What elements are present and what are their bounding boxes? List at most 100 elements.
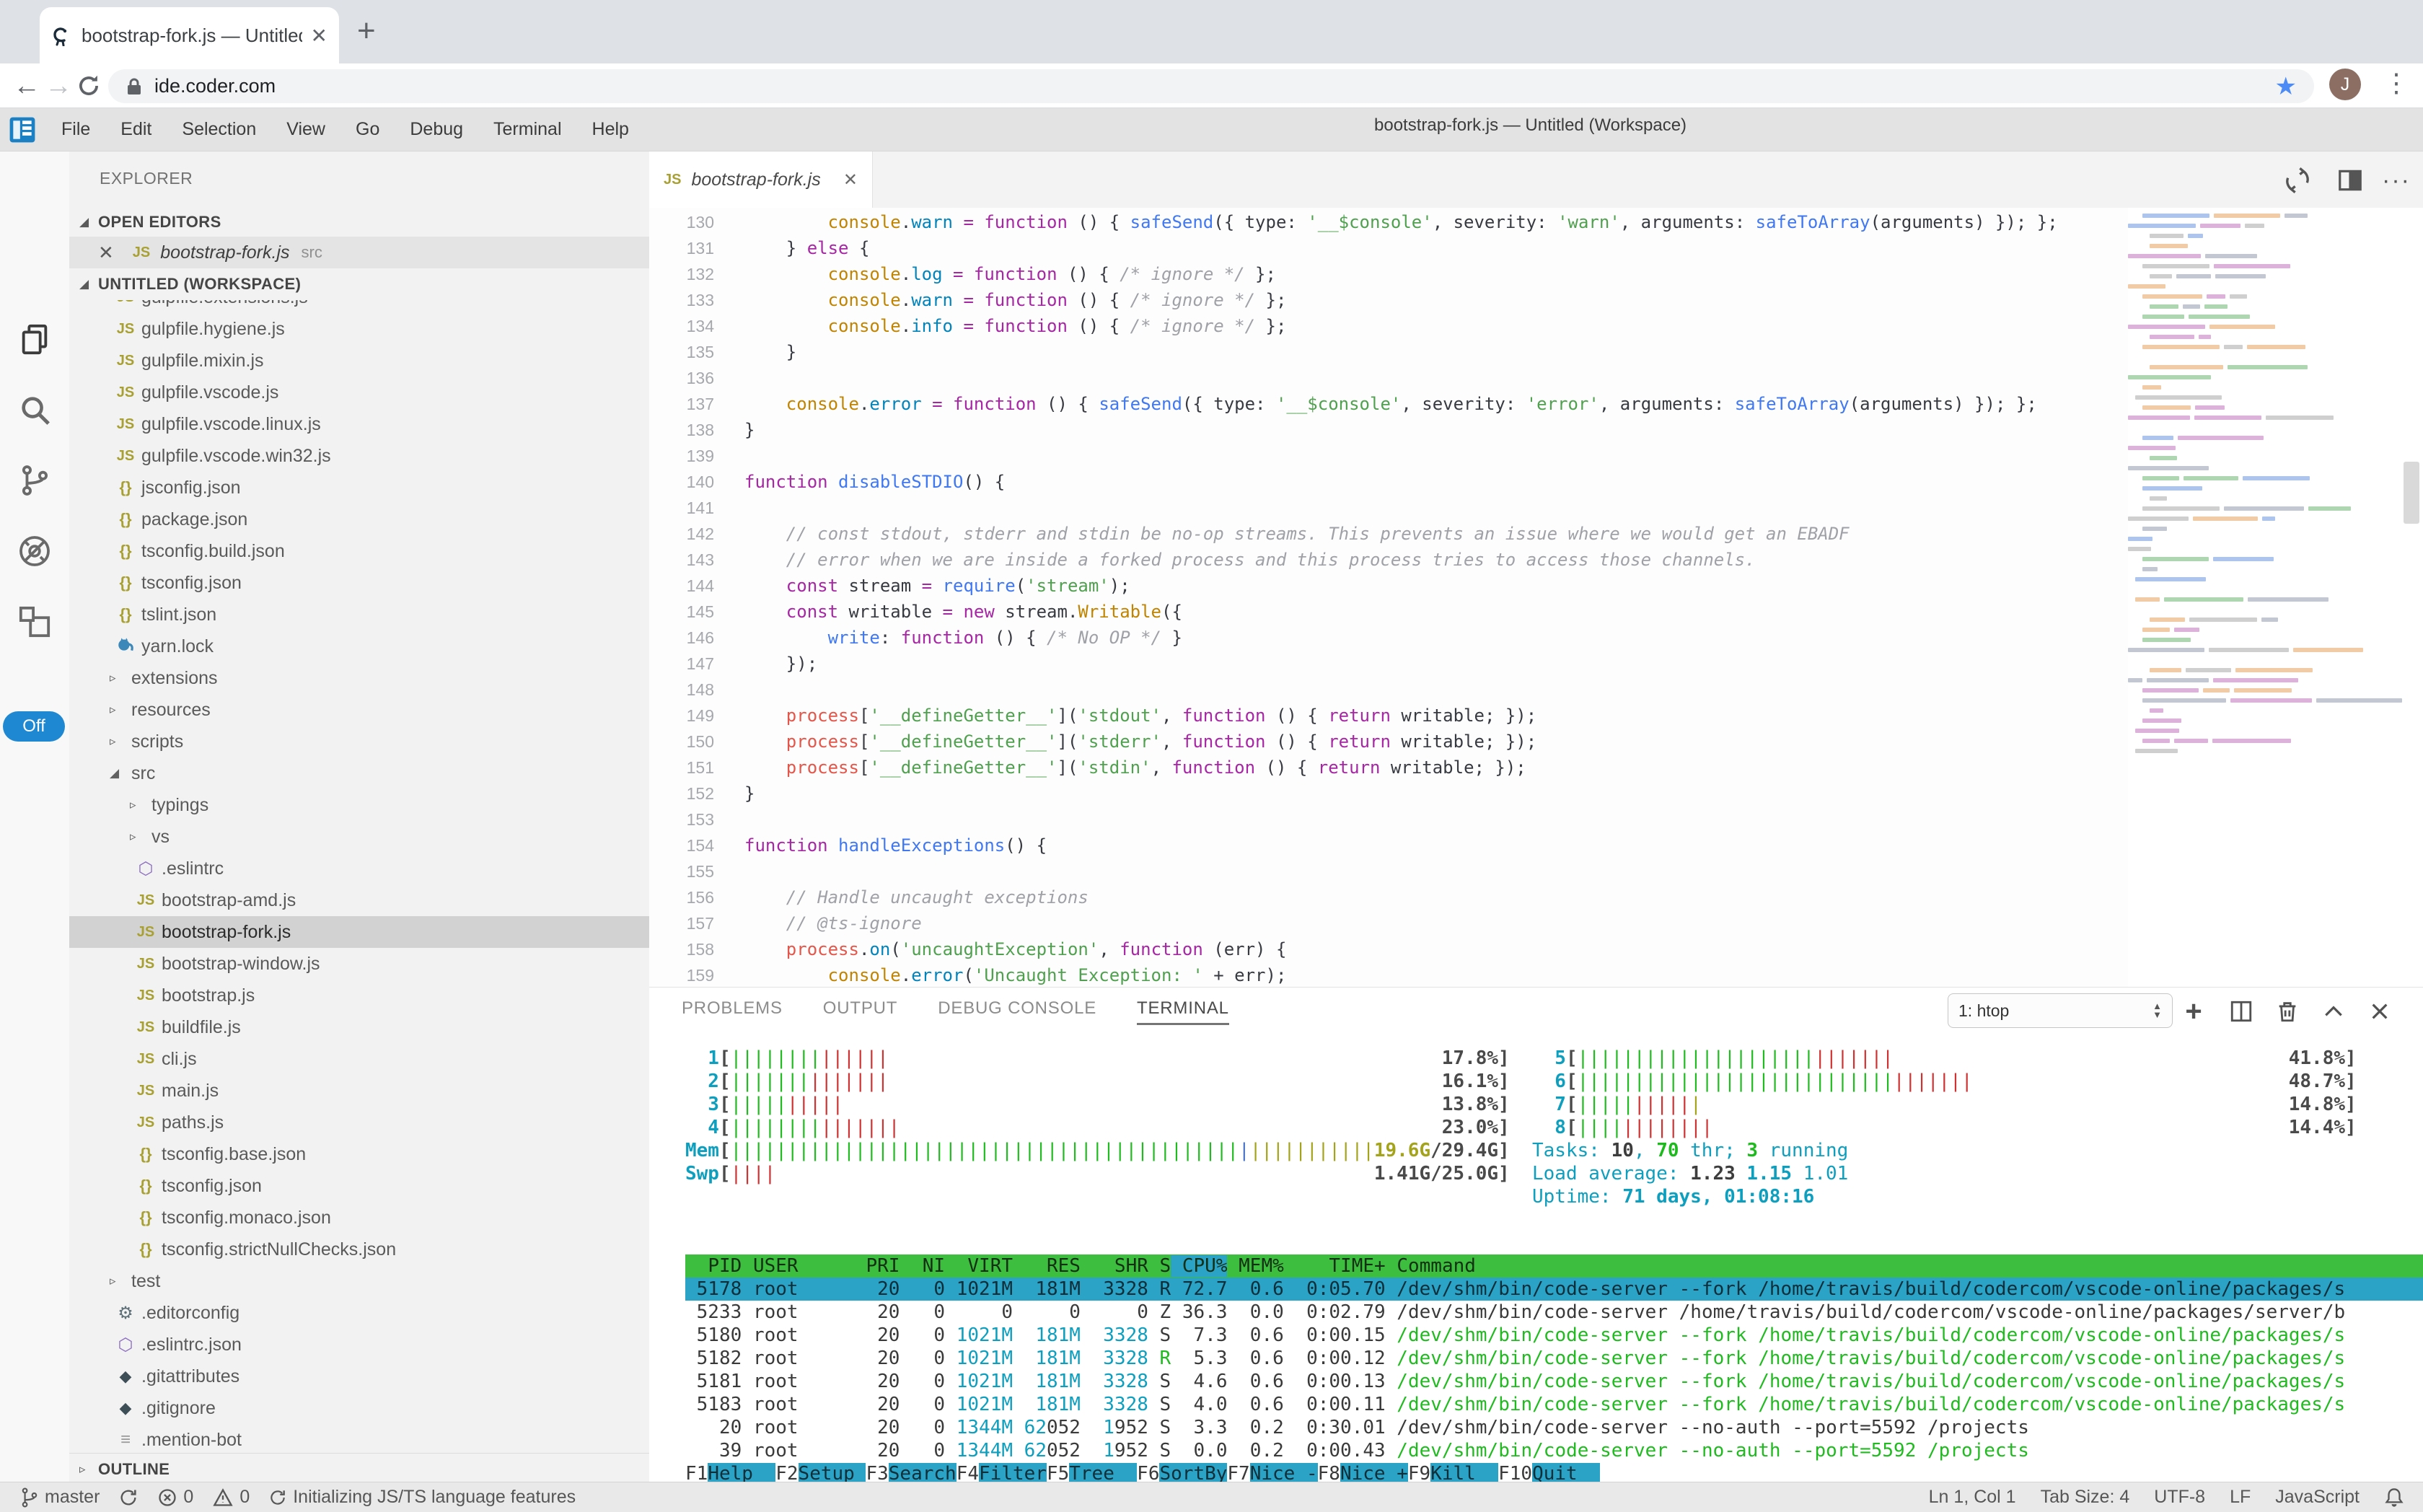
fkey-label[interactable]: F3 bbox=[866, 1463, 889, 1482]
status-language-mode[interactable]: JavaScript bbox=[2275, 1487, 2360, 1507]
fkey-label[interactable]: F10 bbox=[1498, 1463, 1533, 1482]
panel-tab-debug-console[interactable]: DEBUG CONSOLE bbox=[938, 998, 1097, 1018]
tree-item[interactable]: {} jsconfig.json bbox=[69, 472, 649, 504]
tree-item[interactable]: {} tslint.json bbox=[69, 599, 649, 630]
tree-item[interactable]: ≡ .mention-bot bbox=[69, 1424, 649, 1453]
fkey-action[interactable]: Search bbox=[888, 1463, 957, 1482]
workspace-header[interactable]: ◢ UNTITLED (WORKSPACE) bbox=[69, 268, 649, 300]
status-encoding[interactable]: UTF-8 bbox=[2154, 1487, 2206, 1507]
panel-tab-problems[interactable]: PROBLEMS bbox=[682, 998, 783, 1018]
open-editors-header[interactable]: ◢ OPEN EDITORS bbox=[69, 206, 649, 238]
menu-item-terminal[interactable]: Terminal bbox=[493, 119, 562, 139]
tree-item[interactable]: JS gulpfile.vscode.win32.js bbox=[69, 440, 649, 472]
tree-item[interactable]: ◆ .gitignore bbox=[69, 1392, 649, 1424]
fkey-action[interactable]: Quit bbox=[1532, 1463, 1600, 1482]
tree-item[interactable]: {} tsconfig.json bbox=[69, 567, 649, 599]
menu-item-go[interactable]: Go bbox=[356, 119, 380, 139]
tree-item[interactable]: ⬡ .eslintrc.json bbox=[69, 1329, 649, 1361]
debug-icon[interactable] bbox=[16, 532, 53, 570]
more-actions-icon[interactable]: ··· bbox=[2382, 166, 2411, 194]
tab-close-icon[interactable]: ✕ bbox=[310, 24, 327, 47]
browser-menu-icon[interactable]: ⋮ bbox=[2383, 68, 2409, 97]
header-cell-ni[interactable]: NI bbox=[922, 1255, 946, 1277]
tree-item[interactable]: ▹ vs bbox=[69, 821, 649, 853]
fkey-label[interactable]: F4 bbox=[956, 1463, 980, 1482]
header-cell-time[interactable]: TIME+ bbox=[1329, 1255, 1386, 1277]
tree-item[interactable]: JS cli.js bbox=[69, 1043, 649, 1075]
warnings-item[interactable]: 0 bbox=[212, 1487, 250, 1508]
status-tab-size[interactable]: Tab Size: 4 bbox=[2040, 1487, 2130, 1507]
browser-avatar[interactable]: J bbox=[2329, 69, 2361, 100]
editor-tab-close-icon[interactable]: ✕ bbox=[843, 170, 858, 190]
fkey-action[interactable]: Nice + bbox=[1340, 1463, 1408, 1482]
fkey-action[interactable]: Filter bbox=[979, 1463, 1047, 1482]
fkey-action[interactable]: Tree bbox=[1069, 1463, 1138, 1482]
tree-item[interactable]: ⚙ .editorconfig bbox=[69, 1297, 649, 1329]
menu-item-help[interactable]: Help bbox=[592, 119, 629, 139]
tree-item[interactable]: JS bootstrap-window.js bbox=[69, 948, 649, 980]
errors-item[interactable]: 0 bbox=[157, 1487, 193, 1508]
editor-tab[interactable]: JS bootstrap-fork.js ✕ bbox=[649, 151, 873, 208]
header-cell-cmd[interactable]: Command bbox=[1385, 1255, 1476, 1277]
header-cell-res[interactable]: RES bbox=[1046, 1255, 1081, 1277]
tree-item[interactable]: {} package.json bbox=[69, 504, 649, 535]
menu-item-debug[interactable]: Debug bbox=[410, 119, 464, 139]
menu-item-edit[interactable]: Edit bbox=[120, 119, 152, 139]
tree-item[interactable]: JS bootstrap-amd.js bbox=[69, 884, 649, 916]
header-cell-pri[interactable]: PRI bbox=[866, 1255, 900, 1277]
back-icon[interactable]: ← bbox=[13, 71, 40, 101]
minimap[interactable] bbox=[2128, 211, 2402, 766]
url-bar[interactable]: ide.coder.com ★ bbox=[108, 69, 2314, 103]
extensions-icon[interactable] bbox=[16, 603, 53, 641]
bookmark-star-icon[interactable]: ★ bbox=[2274, 72, 2297, 100]
search-icon[interactable] bbox=[16, 391, 53, 428]
fkey-label[interactable]: F6 bbox=[1137, 1463, 1160, 1482]
new-tab-button[interactable]: + bbox=[357, 13, 376, 48]
menu-item-view[interactable]: View bbox=[286, 119, 325, 139]
fkey-action[interactable]: Nice - bbox=[1249, 1463, 1318, 1482]
sync-item[interactable] bbox=[118, 1487, 138, 1508]
tree-item[interactable]: JS bootstrap-fork.js bbox=[69, 916, 649, 948]
tree-item[interactable]: ▹ extensions bbox=[69, 662, 649, 694]
open-editor-item[interactable]: ✕ JS bootstrap-fork.js src bbox=[69, 237, 649, 268]
source-control-icon[interactable] bbox=[16, 462, 53, 499]
fkey-action[interactable]: Kill bbox=[1430, 1463, 1499, 1482]
new-terminal-icon[interactable]: + bbox=[2185, 995, 2202, 1027]
fkey-action[interactable]: SortBy bbox=[1159, 1463, 1228, 1482]
tree-item[interactable]: JS gulpfile.vscode.js bbox=[69, 377, 649, 408]
maximize-panel-icon[interactable] bbox=[2317, 995, 2350, 1028]
tree-item[interactable]: JS paths.js bbox=[69, 1107, 649, 1138]
status-eol[interactable]: LF bbox=[2230, 1487, 2251, 1507]
header-cell-mem[interactable]: MEM% bbox=[1239, 1255, 1284, 1277]
fkey-label[interactable]: F2 bbox=[775, 1463, 799, 1482]
tree-item[interactable]: ▹ test bbox=[69, 1265, 649, 1297]
terminal-content[interactable]: 1[|||||||||||||| 17.8%] 5[|||||||||||||||… bbox=[649, 1035, 2423, 1482]
tree-item[interactable]: ▹ scripts bbox=[69, 726, 649, 757]
split-editor-icon[interactable] bbox=[2334, 164, 2366, 196]
tree-item[interactable]: yarn.lock bbox=[69, 630, 649, 662]
fkey-label[interactable]: F8 bbox=[1317, 1463, 1340, 1482]
status-badge[interactable]: Off bbox=[3, 711, 65, 742]
tree-item[interactable]: JS main.js bbox=[69, 1075, 649, 1107]
tree-item[interactable]: ◆ .gitattributes bbox=[69, 1361, 649, 1392]
tree-item[interactable]: ⬡ .eslintrc bbox=[69, 853, 649, 884]
tree-item[interactable]: ▹ resources bbox=[69, 694, 649, 726]
tree-item[interactable]: {} tsconfig.strictNullChecks.json bbox=[69, 1234, 649, 1265]
header-cell-shr[interactable]: SHR bbox=[1114, 1255, 1148, 1277]
close-icon[interactable]: ✕ bbox=[98, 241, 114, 263]
tree-item[interactable]: {} tsconfig.json bbox=[69, 1170, 649, 1202]
fkey-label[interactable]: F9 bbox=[1407, 1463, 1431, 1482]
tree-item[interactable]: JS bootstrap.js bbox=[69, 980, 649, 1011]
tree-item[interactable]: ◢ src bbox=[69, 757, 649, 789]
outline-header[interactable]: ▹ OUTLINE bbox=[69, 1453, 649, 1482]
browser-tab[interactable]: bootstrap-fork.js — Untitled (W ✕ bbox=[40, 7, 339, 63]
notifications-bell-icon[interactable] bbox=[2384, 1487, 2404, 1508]
panel-tab-terminal[interactable]: TERMINAL bbox=[1137, 998, 1229, 1025]
code-editor[interactable]: 130 console.warn = function () { safeSen… bbox=[649, 208, 2128, 988]
fkey-action[interactable]: Help bbox=[708, 1463, 776, 1482]
status-cursor-position[interactable]: Ln 1, Col 1 bbox=[1928, 1487, 2016, 1507]
tree-item[interactable]: JS gulpfile.mixin.js bbox=[69, 345, 649, 377]
fkey-label[interactable]: F5 bbox=[1046, 1463, 1070, 1482]
fkey-label[interactable]: F1 bbox=[685, 1463, 708, 1482]
open-changes-icon[interactable] bbox=[2282, 164, 2313, 196]
